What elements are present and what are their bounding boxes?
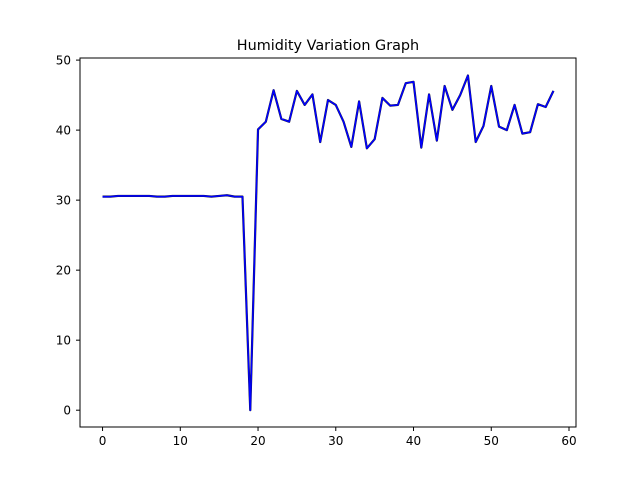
x-axis-ticks: 0 10 20 30 40 50 60 xyxy=(99,427,577,448)
y-tick-label: 10 xyxy=(56,334,71,348)
x-tick-label: 0 xyxy=(99,434,107,448)
y-tick-label: 0 xyxy=(63,404,71,418)
x-tick-label: 30 xyxy=(328,434,343,448)
x-tick-label: 40 xyxy=(406,434,421,448)
y-tick-label: 30 xyxy=(56,194,71,208)
plot-area xyxy=(102,74,555,412)
chart-title: Humidity Variation Graph xyxy=(237,38,419,54)
x-tick-label: 10 xyxy=(173,434,188,448)
y-tick-label: 40 xyxy=(56,124,71,138)
x-tick-label: 20 xyxy=(250,434,265,448)
x-tick-label: 60 xyxy=(561,434,576,448)
y-tick-label: 20 xyxy=(56,264,71,278)
x-tick-label: 50 xyxy=(484,434,499,448)
series-0-line xyxy=(102,74,555,412)
axes-frame xyxy=(79,57,577,428)
y-tick-label: 50 xyxy=(56,54,71,68)
y-axis-ticks: 0 10 20 30 40 50 xyxy=(56,54,80,418)
